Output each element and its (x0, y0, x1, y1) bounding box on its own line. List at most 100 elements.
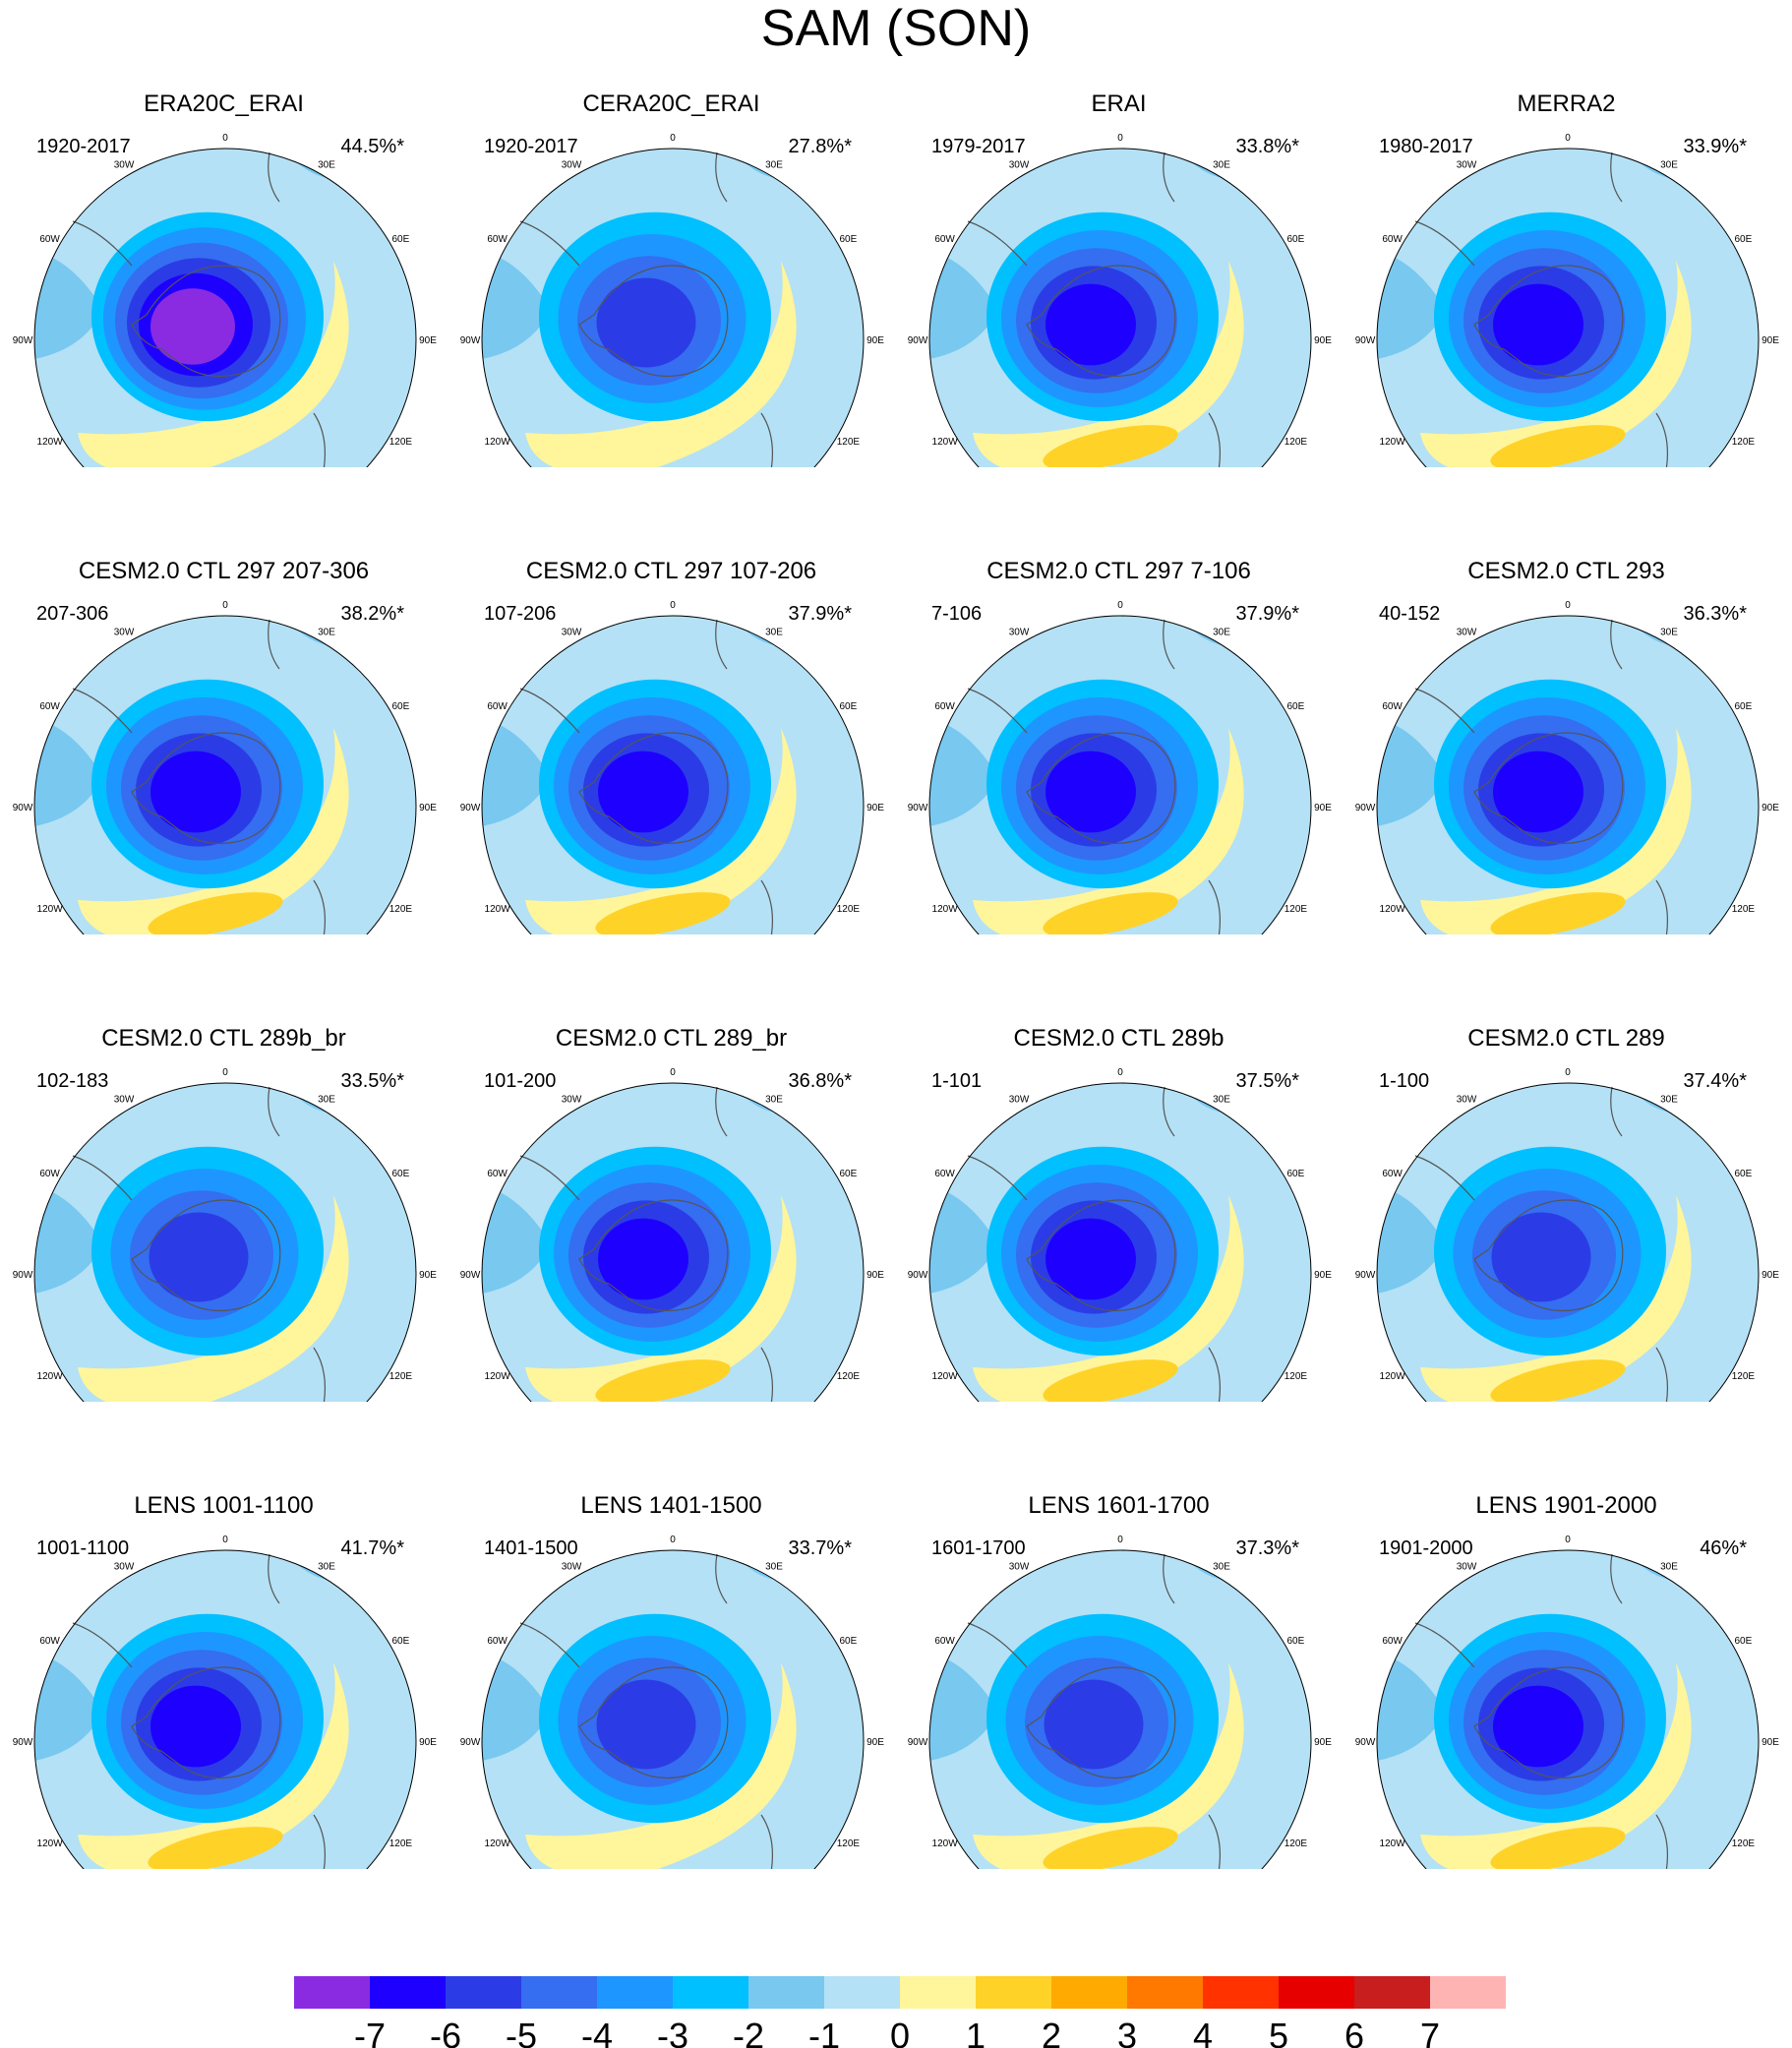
longitude-label: 0 (222, 600, 228, 611)
negative-patch (482, 1185, 551, 1294)
negative-patch (482, 1653, 551, 1761)
page-title: SAM (SON) (760, 0, 1032, 57)
positive-band (1420, 1195, 1692, 1402)
longitude-label: 30E (1660, 1562, 1678, 1573)
positive-band (1420, 1662, 1692, 1869)
longitude-label: 60W (487, 1169, 508, 1179)
coastline (72, 1553, 326, 1869)
negative-patch (482, 718, 551, 826)
longitude-label: 120W (1380, 904, 1406, 915)
longitude-label: 60W (39, 234, 60, 245)
negative-patch (929, 1185, 998, 1294)
colorbar-tick-label: 0 (890, 2016, 910, 2048)
colorbar-tick-label: 4 (1193, 2016, 1213, 2048)
positive-band (78, 261, 349, 467)
polar-map: 030E60E90E120E150E180150W120W90W60W30W (460, 1067, 884, 1402)
colorbar-box (673, 1976, 748, 2009)
negative-contour (596, 1679, 696, 1770)
longitude-label: 30E (765, 1562, 783, 1573)
longitude-label: 30W (1009, 628, 1030, 638)
negative-patch (929, 251, 998, 359)
colorbar-tick-label: -7 (354, 2016, 386, 2048)
longitude-label: 120E (1732, 437, 1756, 448)
colorbar-box (446, 1976, 521, 2009)
positive-core (1043, 892, 1178, 934)
longitude-label: 120W (1380, 437, 1406, 448)
coastline (1414, 1086, 1668, 1402)
longitude-label: 90W (13, 803, 33, 813)
colorbar-box (976, 1976, 1051, 2009)
colorbar-box (521, 1976, 597, 2009)
panel-variance: 27.8%* (788, 136, 853, 157)
antarctica-outline (1473, 1199, 1624, 1312)
longitude-label: 90E (1314, 803, 1332, 813)
longitude-label: 120E (837, 904, 861, 915)
map-boundary (928, 1082, 1312, 1402)
longitude-label: 60E (1735, 1169, 1753, 1179)
positive-band (973, 1195, 1244, 1402)
polar-map: 030E60E90E120E150E180150W120W90W60W30W (908, 1535, 1332, 1869)
longitude-label: 90W (908, 803, 928, 813)
colorbar-box (1203, 1976, 1279, 2009)
antarctica-outline (131, 732, 281, 845)
panel-variance: 36.8%* (788, 1070, 853, 1092)
antarctica-outline (578, 265, 729, 378)
positive-core (1490, 1827, 1626, 1869)
negative-patch (929, 1653, 998, 1761)
longitude-label: 90E (866, 803, 884, 813)
antarctica-outline (1026, 732, 1176, 845)
longitude-label: 120E (1284, 1838, 1308, 1849)
positive-core (595, 892, 731, 934)
longitude-label: 90W (1355, 803, 1376, 813)
longitude-label: 90E (419, 1270, 437, 1281)
longitude-label: 30E (1660, 1095, 1678, 1106)
panel-title: CESM2.0 CTL 293 (1467, 558, 1665, 584)
longitude-label: 30W (1457, 160, 1477, 171)
longitude-label: 60E (392, 1169, 410, 1179)
colorbar-tick-label: -4 (581, 2016, 613, 2048)
longitude-label: 60W (1382, 1169, 1403, 1179)
map-panel: 030E60E90E120E150E180150W120W90W60W30WCE… (0, 467, 448, 934)
map-boundary (1376, 1082, 1760, 1402)
longitude-label: 120W (37, 1838, 64, 1849)
longitude-label: 90W (1355, 1270, 1376, 1281)
negative-contour (1045, 751, 1136, 833)
longitude-label: 30W (114, 160, 135, 171)
panel-title: CESM2.0 CTL 289_br (555, 1025, 788, 1052)
longitude-label: 30E (318, 628, 335, 638)
panel-period: 1920-2017 (484, 136, 578, 157)
panel-period: 7-106 (931, 603, 983, 625)
longitude-label: 60W (934, 701, 955, 712)
panel-title: LENS 1001-1100 (134, 1492, 314, 1519)
negative-patch (34, 251, 103, 359)
longitude-label: 0 (670, 1535, 676, 1545)
negative-patch (34, 1185, 103, 1294)
longitude-label: 60W (934, 234, 955, 245)
map-panel: 030E60E90E120E150E180150W120W90W60W30WCE… (895, 934, 1343, 1402)
panel-period: 1001-1100 (36, 1537, 130, 1559)
longitude-label: 120W (37, 904, 64, 915)
antarctica-outline (131, 1666, 281, 1779)
panel-variance: 37.4%* (1683, 1070, 1748, 1092)
negative-contour (1491, 1212, 1591, 1302)
longitude-label: 30E (765, 628, 783, 638)
panel-title: LENS 1601-1700 (1028, 1492, 1210, 1519)
coastline (519, 151, 773, 467)
polar-map: 030E60E90E120E150E180150W120W90W60W30W (908, 600, 1332, 934)
longitude-label: 30W (1009, 1562, 1030, 1573)
coastline (967, 1553, 1221, 1869)
longitude-label: 30E (1213, 1562, 1230, 1573)
longitude-label: 0 (222, 133, 228, 144)
longitude-label: 30W (1457, 1095, 1477, 1106)
longitude-label: 30W (114, 1095, 135, 1106)
colorbar-tick-label: 3 (1117, 2016, 1137, 2048)
antarctica-outline (131, 265, 281, 378)
longitude-label: 60E (840, 701, 858, 712)
panel-title: ERA20C_ERAI (144, 90, 304, 117)
coastline (1414, 151, 1668, 467)
negative-contour (1493, 283, 1583, 366)
panel-variance: 33.7%* (788, 1537, 853, 1559)
longitude-label: 60E (1287, 234, 1305, 245)
coastline (72, 619, 326, 934)
map-boundary (33, 1549, 417, 1869)
